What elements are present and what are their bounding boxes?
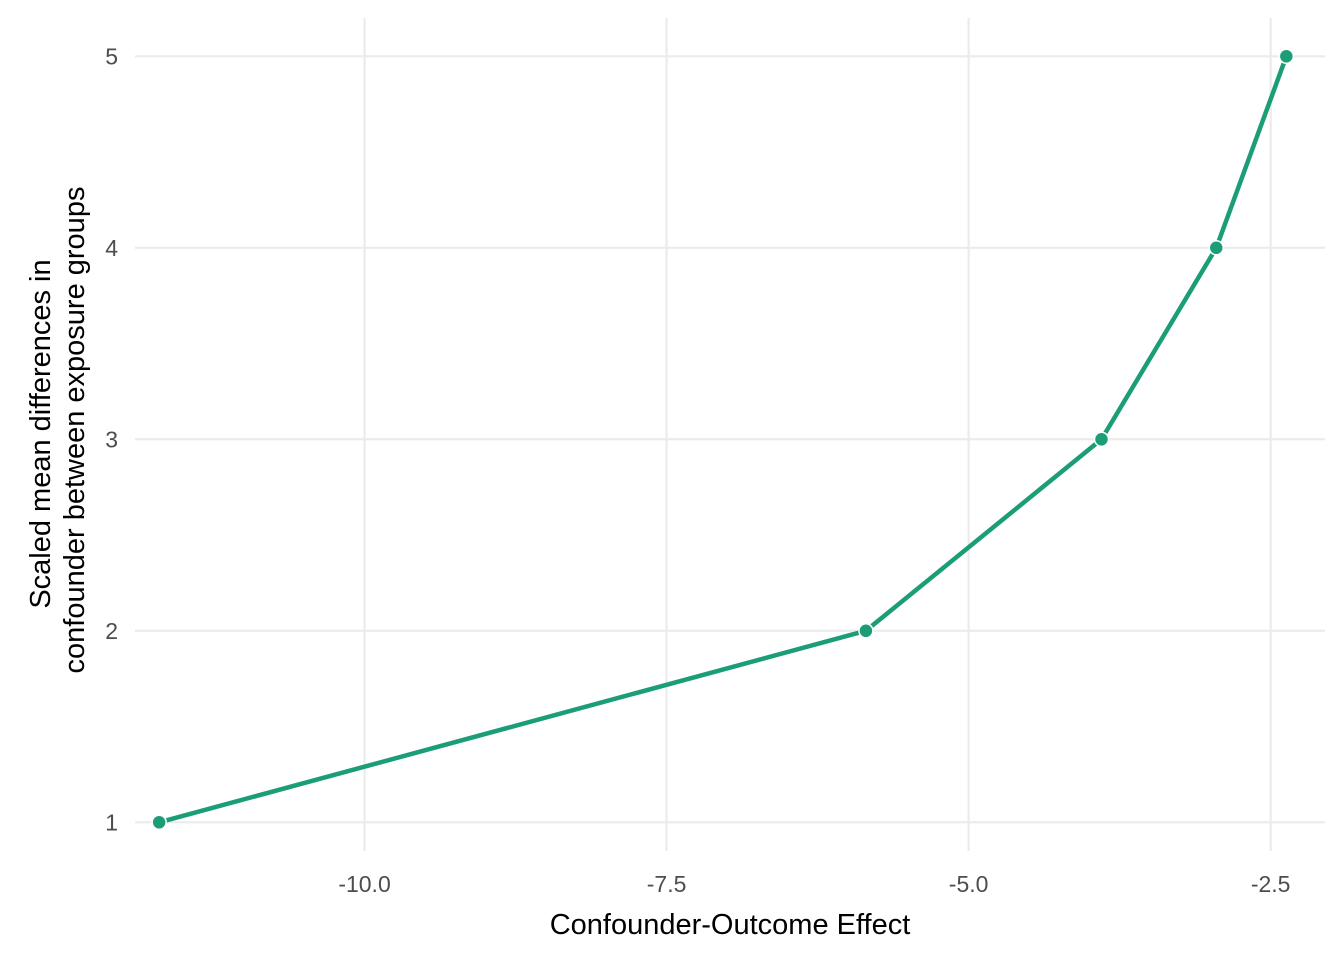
x-tick-label: -10.0 bbox=[338, 871, 390, 897]
x-tick-label: -7.5 bbox=[647, 871, 687, 897]
y-tick-label: 3 bbox=[105, 426, 118, 452]
x-axis-title: Confounder-Outcome Effect bbox=[550, 909, 911, 941]
y-axis-title-line-1: Scaled mean differences in bbox=[25, 259, 57, 608]
data-point bbox=[151, 814, 167, 831]
y-tick-label: 4 bbox=[105, 235, 118, 261]
data-point bbox=[1278, 48, 1295, 65]
data-point bbox=[858, 623, 874, 639]
y-tick-label: 1 bbox=[105, 809, 118, 835]
y-tick-label: 2 bbox=[105, 618, 118, 644]
y-axis-title-line-2: confounder between exposure groups bbox=[59, 187, 91, 674]
y-tick-label: 5 bbox=[105, 43, 118, 69]
x-tick-label: -5.0 bbox=[949, 871, 989, 897]
data-point bbox=[1208, 240, 1225, 256]
series-layer bbox=[151, 48, 1295, 831]
grid bbox=[135, 18, 1325, 851]
y-axis-title: Scaled mean differences in confounder be… bbox=[25, 187, 91, 674]
x-axis-ticks: -10.0 -7.5 -5.0 -2.5 bbox=[338, 871, 1290, 897]
x-tick-label: -2.5 bbox=[1251, 871, 1291, 897]
y-axis-ticks: 1 2 3 4 5 bbox=[105, 43, 118, 835]
data-point bbox=[1093, 431, 1110, 448]
